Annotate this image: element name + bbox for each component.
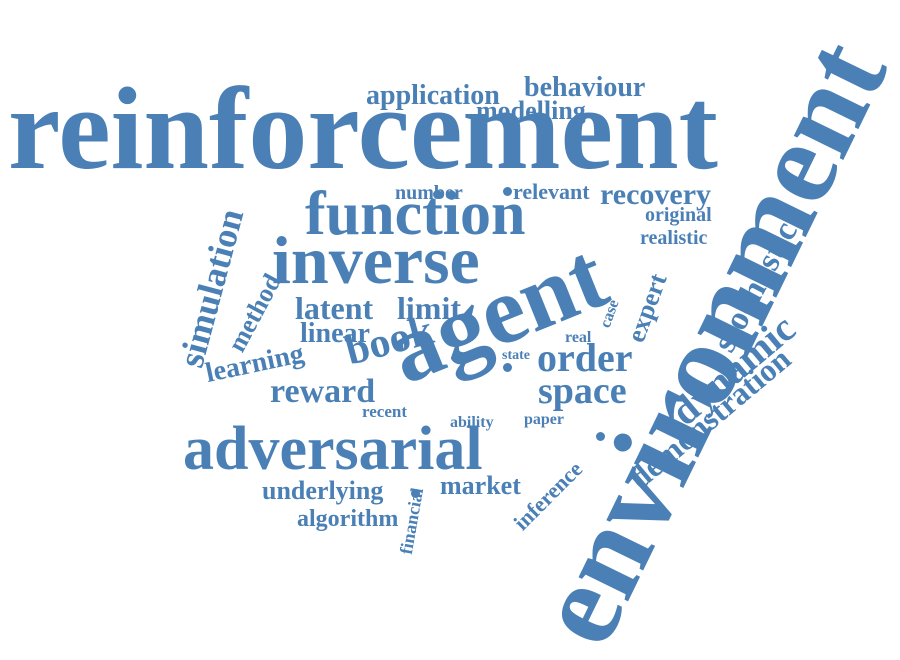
word-relevant: relevant [513, 179, 590, 204]
word-market: market [440, 471, 521, 500]
word-recovery: recovery [600, 178, 712, 211]
dot-marker [503, 363, 512, 372]
word-ability: ability [450, 414, 494, 431]
word-reward: reward [270, 373, 376, 410]
word-latent: latent [295, 290, 374, 326]
word-modelling: modelling [476, 96, 586, 125]
word-adversarial: adversarial [183, 415, 483, 483]
word-algorithm: algorithm [297, 506, 399, 532]
dot-marker [433, 190, 442, 199]
word-paper: paper [524, 411, 564, 428]
word-recent: recent [362, 402, 407, 421]
word-linear: linear [300, 318, 370, 349]
dot-marker [596, 432, 605, 441]
word-limit: limit [397, 290, 461, 326]
word-function: function [305, 180, 526, 248]
word-reinforcement: reinforcement [8, 63, 718, 194]
word-order: order [537, 335, 633, 380]
word-real: real [565, 329, 592, 346]
word-realistic: realistic [640, 227, 708, 249]
dot-marker [411, 489, 420, 498]
word-inverse: inverse [272, 222, 480, 298]
word-application: application [366, 80, 500, 111]
word-underlying: underlying [262, 476, 384, 505]
word-original: original [645, 204, 712, 226]
word-state: state [502, 348, 530, 363]
word-number: number [395, 182, 463, 204]
dot-marker [503, 187, 512, 196]
word-space: space [538, 370, 627, 412]
word-behaviour: behaviour [524, 72, 646, 103]
